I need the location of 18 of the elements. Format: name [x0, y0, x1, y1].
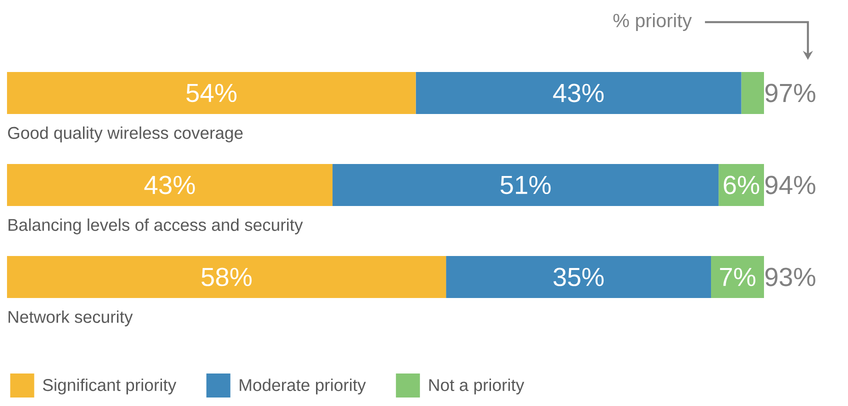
- legend-label: Not a priority: [429, 378, 524, 394]
- legend-label: Significant priority: [42, 378, 176, 394]
- data-label: 43%: [553, 84, 604, 102]
- data-label: 35%: [554, 268, 604, 286]
- data-label: 7%: [720, 268, 756, 286]
- data-label: 54%: [186, 84, 236, 102]
- text: 94%: [765, 176, 816, 194]
- y-tick-label: Good quality wireless coverage: [8, 126, 243, 142]
- text: 97%: [765, 84, 816, 102]
- y-tick-label: Balancing levels of access and security: [8, 218, 303, 234]
- legend-label: Moderate priority: [240, 378, 366, 394]
- text: % priority: [613, 13, 692, 32]
- data-label: 43%: [144, 176, 195, 194]
- data-label: 58%: [202, 268, 252, 286]
- data-label: 6%: [724, 176, 760, 194]
- text: 93%: [765, 268, 816, 286]
- data-label: 51%: [500, 176, 551, 194]
- y-tick-label: Network security: [8, 310, 133, 326]
